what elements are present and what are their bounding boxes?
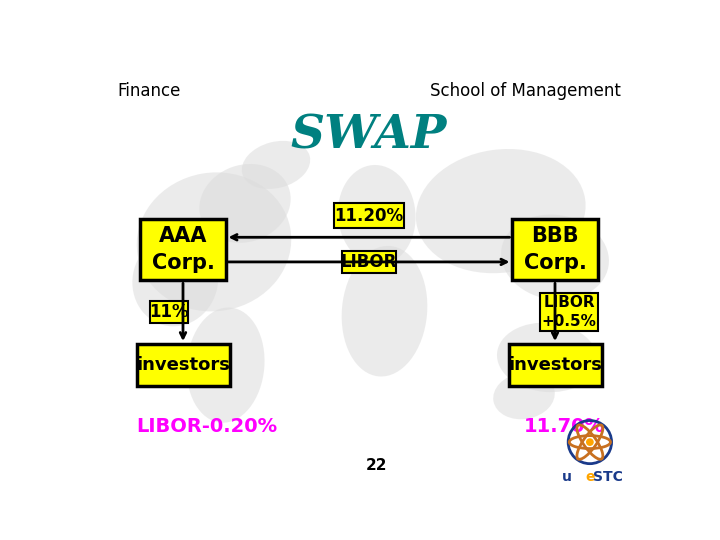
FancyBboxPatch shape bbox=[342, 251, 396, 273]
Text: LIBOR: LIBOR bbox=[341, 253, 397, 271]
FancyBboxPatch shape bbox=[334, 204, 404, 228]
FancyBboxPatch shape bbox=[513, 219, 598, 280]
Text: AAA
Corp.: AAA Corp. bbox=[152, 226, 215, 273]
Ellipse shape bbox=[242, 141, 310, 189]
Text: 11.20%: 11.20% bbox=[334, 207, 404, 225]
Ellipse shape bbox=[342, 246, 428, 376]
Text: u: u bbox=[562, 470, 572, 484]
Ellipse shape bbox=[416, 149, 585, 273]
FancyBboxPatch shape bbox=[140, 219, 225, 280]
Ellipse shape bbox=[132, 234, 218, 326]
FancyBboxPatch shape bbox=[137, 344, 230, 386]
FancyBboxPatch shape bbox=[508, 344, 601, 386]
Ellipse shape bbox=[137, 172, 292, 312]
Ellipse shape bbox=[493, 373, 555, 419]
FancyBboxPatch shape bbox=[150, 301, 188, 323]
Text: investors: investors bbox=[136, 356, 230, 374]
Text: 11.70%: 11.70% bbox=[524, 417, 605, 436]
Text: e: e bbox=[585, 470, 595, 484]
Text: School of Management: School of Management bbox=[430, 82, 621, 100]
Text: investors: investors bbox=[508, 356, 602, 374]
Text: STC: STC bbox=[593, 470, 623, 484]
Text: LIBOR-0.20%: LIBOR-0.20% bbox=[137, 417, 278, 436]
Ellipse shape bbox=[501, 214, 609, 300]
Text: LIBOR
+0.5%: LIBOR +0.5% bbox=[541, 295, 596, 329]
Text: SWAP: SWAP bbox=[291, 112, 447, 159]
Text: Finance: Finance bbox=[117, 82, 181, 100]
Circle shape bbox=[586, 438, 594, 446]
Ellipse shape bbox=[338, 165, 415, 265]
Ellipse shape bbox=[497, 322, 598, 392]
FancyBboxPatch shape bbox=[540, 293, 598, 332]
Text: BBB
Corp.: BBB Corp. bbox=[523, 226, 586, 273]
Text: 11%: 11% bbox=[149, 303, 189, 321]
Ellipse shape bbox=[199, 164, 291, 243]
Ellipse shape bbox=[186, 307, 264, 423]
Text: 22: 22 bbox=[366, 457, 387, 472]
